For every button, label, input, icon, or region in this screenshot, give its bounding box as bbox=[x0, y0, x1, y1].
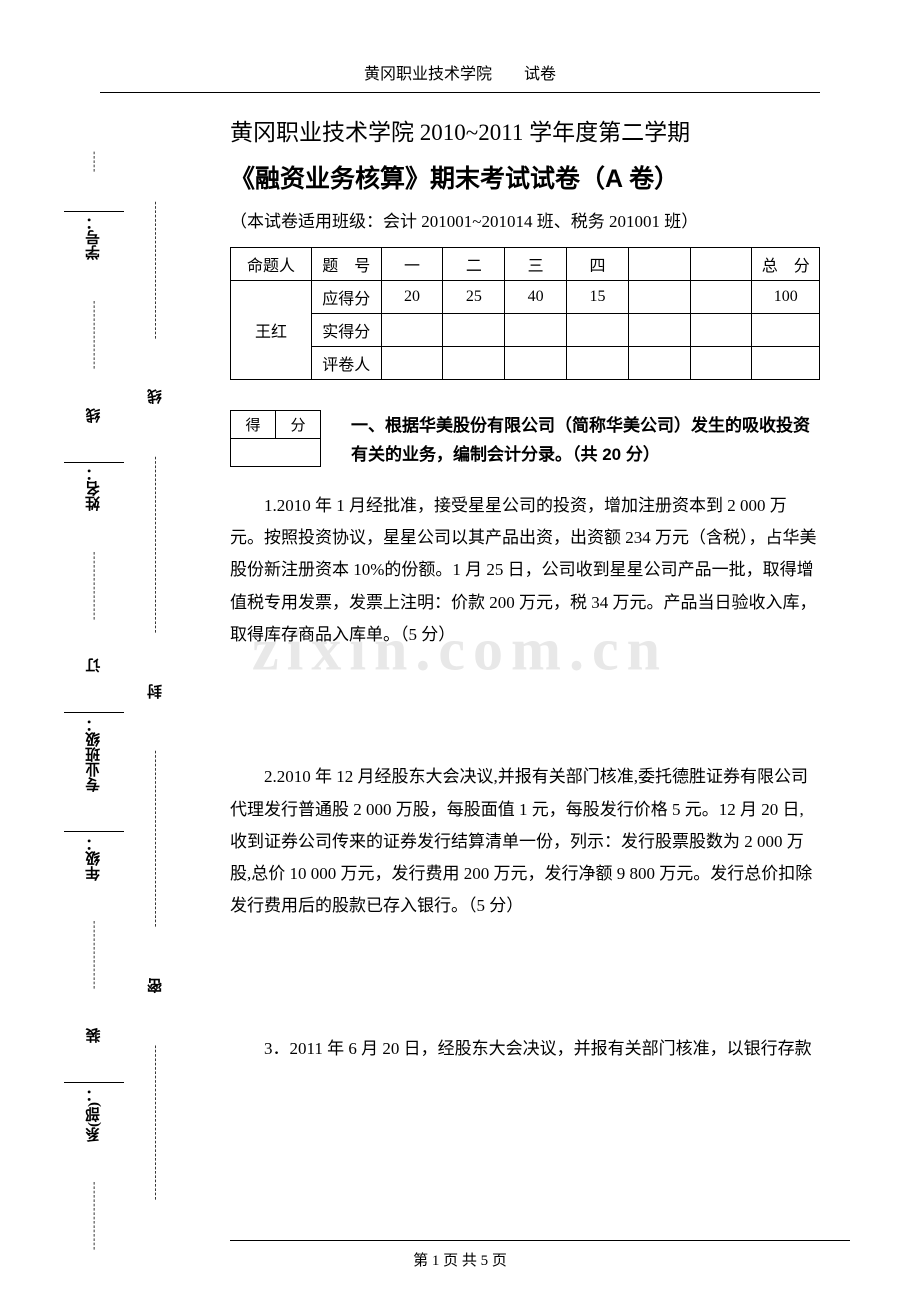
cell bbox=[690, 281, 752, 314]
question-3: 3．2011 年 6 月 20 日，经股东大会决议，并报有关部门核准，以银行存款 bbox=[230, 1033, 820, 1065]
cell: 20 bbox=[381, 281, 443, 314]
outer-column: ---------------- 系(部)： 装 ---------------… bbox=[60, 150, 128, 1250]
class-info: （本试卷适用班级：会计 201001~201014 班、税务 201001 班） bbox=[230, 207, 820, 232]
field-dept: 系(部)： bbox=[86, 1087, 102, 1142]
cell bbox=[690, 347, 752, 380]
cell bbox=[567, 347, 629, 380]
dash: ------------------------------------ bbox=[150, 1044, 161, 1200]
setter-label: 命题人 bbox=[231, 248, 312, 281]
outer-label: 装 bbox=[84, 1028, 105, 1043]
title-line1: 黄冈职业技术学院 2010~2011 学年度第二学期 bbox=[230, 113, 820, 147]
dash: ---------------- bbox=[89, 299, 100, 368]
table-row: 得 分 bbox=[231, 411, 321, 439]
cell: 一 bbox=[381, 248, 443, 281]
question-2: 2.2010 年 12 月经股东大会决议,并报有关部门核准,委托德胜证券有限公司… bbox=[230, 761, 820, 922]
page-number: 第 1 页 共 5 页 bbox=[413, 1253, 507, 1269]
cell bbox=[567, 314, 629, 347]
cell: 100 bbox=[752, 281, 820, 314]
field-name: 姓名： bbox=[86, 466, 102, 511]
cell bbox=[628, 248, 690, 281]
cell bbox=[628, 314, 690, 347]
table-row bbox=[231, 439, 321, 467]
cell: 25 bbox=[443, 281, 505, 314]
cell bbox=[690, 314, 752, 347]
dash: ----------------------------------------… bbox=[150, 750, 161, 928]
cell bbox=[752, 314, 820, 347]
cell: 总 分 bbox=[752, 248, 820, 281]
cell bbox=[381, 314, 443, 347]
field-grade: 年级： bbox=[86, 836, 102, 881]
table-row: 命题人 题 号 一 二 三 四 总 分 bbox=[231, 248, 820, 281]
cell bbox=[443, 347, 505, 380]
cell bbox=[628, 347, 690, 380]
cell: 40 bbox=[505, 281, 567, 314]
outer-label: 订 bbox=[84, 658, 105, 673]
table-row: 实得分 bbox=[231, 314, 820, 347]
cell bbox=[381, 347, 443, 380]
dash: ----------------------------------------… bbox=[150, 455, 161, 633]
main-content: 黄冈职业技术学院 2010~2011 学年度第二学期 《融资业务核算》期末考试试… bbox=[230, 113, 820, 1065]
page-header: 黄冈职业技术学院 试卷 bbox=[100, 60, 820, 84]
row-label: 题 号 bbox=[311, 248, 381, 281]
dash: -------------------------------- bbox=[150, 200, 161, 339]
page-footer: 第 1 页 共 5 页 bbox=[0, 1240, 920, 1270]
setter-name: 王红 bbox=[231, 281, 312, 380]
field-id: 学号： bbox=[86, 215, 102, 260]
outer-label: 线 bbox=[84, 408, 105, 423]
title-line2: 《融资业务核算》期末考试试卷（A 卷） bbox=[230, 159, 820, 195]
cell: 四 bbox=[567, 248, 629, 281]
dash: ---------------- bbox=[89, 550, 100, 619]
dash: ---------------- bbox=[89, 920, 100, 989]
cell bbox=[231, 439, 321, 467]
dash: ---------------- bbox=[89, 1181, 100, 1250]
section-header: 得 分 一、根据华美股份有限公司（简称华美公司）发生的吸收投资有关的业务，编制会… bbox=[230, 410, 820, 470]
cell: 分 bbox=[276, 411, 321, 439]
inner-label: 线 bbox=[145, 389, 166, 404]
cell bbox=[752, 347, 820, 380]
table-row: 王红 应得分 20 25 40 15 100 bbox=[231, 281, 820, 314]
cell bbox=[505, 347, 567, 380]
dash: ----- bbox=[89, 150, 100, 172]
row-label: 评卷人 bbox=[311, 347, 381, 380]
small-score-table: 得 分 bbox=[230, 410, 321, 467]
cell bbox=[690, 248, 752, 281]
section-title: 一、根据华美股份有限公司（简称华美公司）发生的吸收投资有关的业务，编制会计分录。… bbox=[351, 410, 820, 470]
cell bbox=[505, 314, 567, 347]
cell bbox=[443, 314, 505, 347]
cell: 15 bbox=[567, 281, 629, 314]
row-label: 实得分 bbox=[311, 314, 381, 347]
inner-label: 密 bbox=[145, 978, 166, 993]
header-rule bbox=[100, 92, 820, 93]
cell bbox=[628, 281, 690, 314]
footer-rule bbox=[230, 1240, 850, 1241]
page: 黄冈职业技术学院 试卷 ---------------- 系(部)： 装 ---… bbox=[0, 0, 920, 1105]
inner-column: ------------------------------------ 密 -… bbox=[145, 200, 166, 1200]
score-table: 命题人 题 号 一 二 三 四 总 分 王红 应得分 20 25 40 15 1… bbox=[230, 247, 820, 380]
cell: 二 bbox=[443, 248, 505, 281]
cell: 得 bbox=[231, 411, 276, 439]
cell: 三 bbox=[505, 248, 567, 281]
table-row: 评卷人 bbox=[231, 347, 820, 380]
inner-label: 封 bbox=[145, 684, 166, 699]
field-class: 专业班级： bbox=[86, 717, 102, 792]
row-label: 应得分 bbox=[311, 281, 381, 314]
question-1: 1.2010 年 1 月经批准，接受星星公司的投资，增加注册资本到 2 000 … bbox=[230, 490, 820, 651]
binding-sidebar: ---------------- 系(部)： 装 ---------------… bbox=[50, 150, 170, 1200]
